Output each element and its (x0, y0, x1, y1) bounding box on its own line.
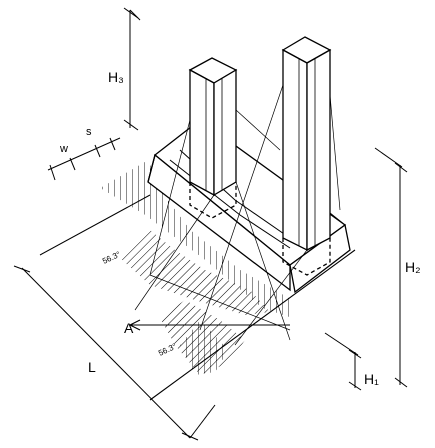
label-s: s (86, 126, 92, 138)
dimension-h3 (123, 7, 141, 131)
dimension-w-s (47, 137, 121, 181)
label-h1: H₁ (364, 371, 379, 387)
left-column (188, 57, 238, 219)
label-a: A (124, 320, 134, 336)
hatched-soil-zone (100, 160, 292, 375)
label-angle-bottom: 56.3° (157, 342, 178, 358)
section-line-a (128, 249, 356, 401)
dimension-h1 (324, 332, 362, 391)
dimension-h2 (374, 147, 408, 388)
label-l: L (88, 359, 96, 375)
label-w: w (59, 143, 68, 155)
label-h3: H₃ (108, 69, 124, 85)
label-angle-left: 56.3° (101, 250, 122, 266)
load-spread-lines (134, 84, 341, 346)
label-h2: H₂ (405, 259, 421, 275)
dimension-l (13, 194, 216, 441)
right-column (281, 36, 332, 276)
